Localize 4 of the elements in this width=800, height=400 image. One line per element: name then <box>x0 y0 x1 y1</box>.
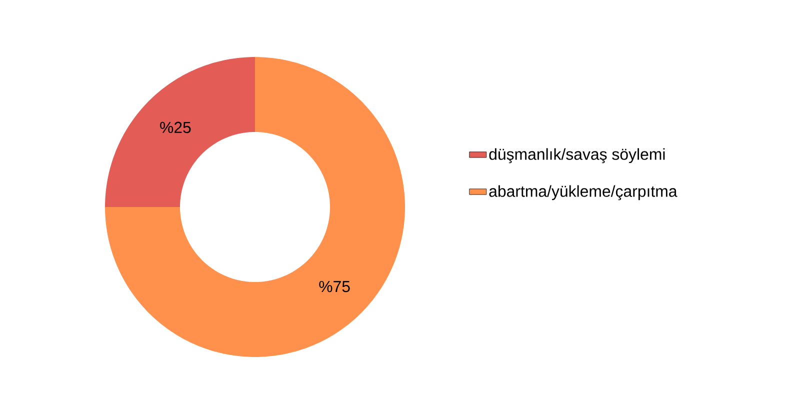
data-label: %75 <box>319 280 350 292</box>
legend-label: düşmanlık/savaş söylemi <box>489 148 665 164</box>
data-label: %25 <box>160 122 191 134</box>
legend-label: abartma/yükleme/çarpıtma <box>489 185 678 200</box>
